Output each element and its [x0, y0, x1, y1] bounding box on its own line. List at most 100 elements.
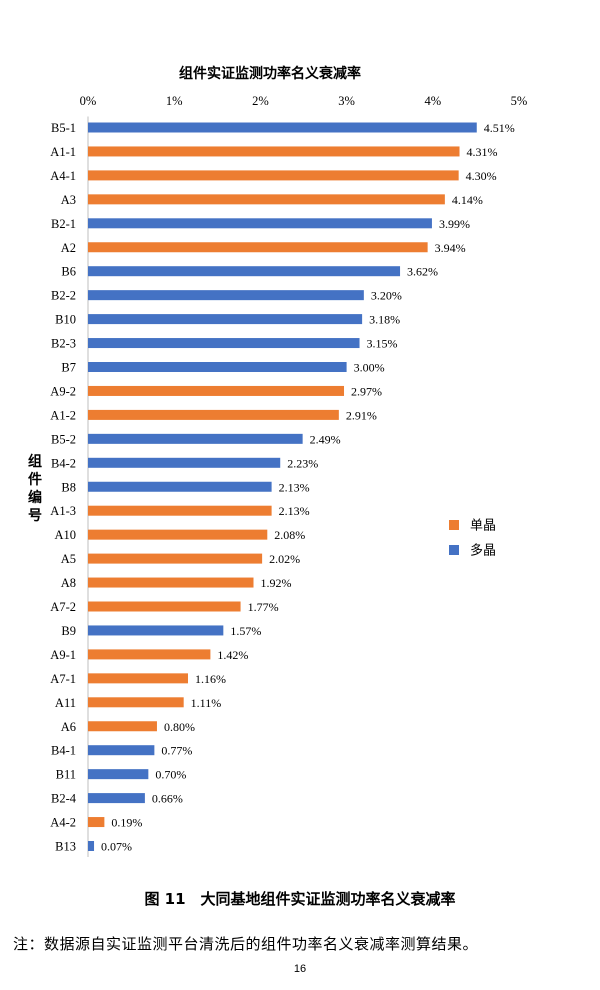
bar-B11 — [88, 769, 149, 780]
bar-A11 — [88, 697, 184, 708]
figure-caption: 图 11 大同基地组件实证监测功率名义衰减率 — [144, 890, 456, 908]
bars-group: B5-1 4.51% A1-1 4.31% A4-1 4.30% A3 4.14% B2-1 3.… — [50, 121, 514, 854]
bar-B2-2 — [88, 290, 364, 301]
bar-A10 — [88, 529, 268, 540]
bar-B4-2 — [88, 457, 281, 468]
category-label: B2-4 — [51, 792, 77, 806]
bar-A7-2 — [88, 601, 241, 612]
category-label: A7-2 — [50, 600, 76, 614]
bar-B4-1 — [88, 745, 155, 756]
category-label: B6 — [61, 265, 76, 279]
bar-B13 — [88, 841, 95, 851]
category-label: A6 — [61, 720, 76, 734]
value-label: 2.02% — [269, 552, 300, 566]
bar-B5-2 — [88, 433, 303, 444]
bar-A6 — [88, 721, 157, 732]
value-label: 4.51% — [484, 121, 515, 135]
legend-swatch — [449, 520, 459, 530]
category-label: B10 — [55, 313, 76, 327]
category-label: B2-1 — [51, 217, 76, 231]
category-label: A11 — [55, 696, 76, 710]
category-label: A4-1 — [50, 169, 76, 183]
legend-label: 多晶 — [470, 543, 496, 559]
bar-A1-3 — [88, 505, 272, 516]
value-label: 0.66% — [152, 792, 183, 806]
category-label: B9 — [61, 624, 76, 638]
category-label: A1-3 — [50, 504, 76, 518]
x-axis-ticks: 0% 1% 2% 3% 4% 5% — [80, 94, 528, 108]
value-label: 0.19% — [111, 816, 142, 830]
category-label: B8 — [61, 480, 76, 494]
value-label: 2.13% — [279, 480, 310, 494]
bar-B2-1 — [88, 218, 432, 229]
bar-A7-1 — [88, 673, 188, 684]
value-label: 4.14% — [452, 193, 483, 207]
category-label: A5 — [61, 552, 76, 566]
category-label: B2-2 — [51, 289, 76, 303]
value-label: 2.91% — [346, 408, 377, 422]
value-label: 0.07% — [101, 840, 132, 854]
value-label: 3.15% — [367, 337, 398, 351]
page-number: 16 — [293, 963, 307, 975]
bar-B9 — [88, 625, 224, 636]
x-tick-label: 4% — [424, 94, 441, 108]
bar-B8 — [88, 481, 272, 492]
value-label: 2.23% — [287, 456, 318, 470]
value-label: 3.62% — [407, 265, 438, 279]
value-label: 1.16% — [195, 672, 226, 686]
bar-B10 — [88, 314, 363, 325]
category-label: B13 — [55, 840, 76, 854]
x-tick-label: 5% — [511, 94, 528, 108]
x-tick-label: 0% — [80, 94, 97, 108]
bar-A4-2 — [88, 817, 105, 828]
category-label: B5-1 — [51, 121, 76, 135]
category-label: B7 — [61, 361, 76, 375]
category-label: A4-2 — [50, 816, 76, 830]
category-label: A10 — [54, 528, 76, 542]
category-label: B4-1 — [51, 744, 76, 758]
bar-A8 — [88, 577, 254, 588]
category-label: A2 — [61, 241, 76, 255]
bar-B2-4 — [88, 793, 145, 804]
value-label: 2.08% — [274, 528, 305, 542]
value-label: 0.70% — [155, 768, 186, 782]
x-tick-label: 2% — [252, 94, 269, 108]
value-label: 4.31% — [467, 145, 498, 159]
category-label: B4-2 — [51, 456, 76, 470]
bar-B6 — [88, 266, 401, 277]
value-label: 1.77% — [248, 600, 279, 614]
legend-swatch — [449, 545, 459, 555]
category-label: B2-3 — [51, 337, 76, 351]
value-label: 1.57% — [230, 624, 261, 638]
bar-chart: 组件实证监测功率名义衰减率 0% 1% 2% 3% 4% 5% B5-1 4.51% A1-1… — [28, 65, 528, 857]
value-label: 3.18% — [369, 313, 400, 327]
category-label: A7-1 — [50, 672, 76, 686]
category-label: A9-1 — [50, 648, 76, 662]
category-label: B5-2 — [51, 432, 76, 446]
category-label: A8 — [61, 576, 76, 590]
category-label: A9-2 — [50, 384, 76, 398]
value-label: 3.94% — [435, 241, 466, 255]
bar-A9-2 — [88, 385, 345, 396]
bar-A5 — [88, 553, 263, 564]
value-label: 1.11% — [191, 696, 222, 710]
bar-A1-1 — [88, 146, 460, 157]
value-label: 2.13% — [279, 504, 310, 518]
bar-A2 — [88, 242, 428, 253]
value-label: 3.99% — [439, 217, 470, 231]
value-label: 2.49% — [310, 432, 341, 446]
chart-title: 组件实证监测功率名义衰减率 — [179, 65, 361, 82]
value-label: 0.77% — [161, 744, 192, 758]
x-tick-label: 3% — [338, 94, 355, 108]
y-axis-label-char: 编 — [28, 489, 42, 506]
bar-B7 — [88, 362, 347, 372]
category-label: A1-2 — [50, 408, 76, 422]
bar-A1-2 — [88, 409, 339, 420]
value-label: 4.30% — [466, 169, 497, 183]
bar-B5-1 — [88, 122, 477, 133]
y-axis-label-char: 号 — [28, 508, 42, 524]
value-label: 3.00% — [354, 361, 385, 375]
category-label: A1-1 — [50, 145, 76, 159]
